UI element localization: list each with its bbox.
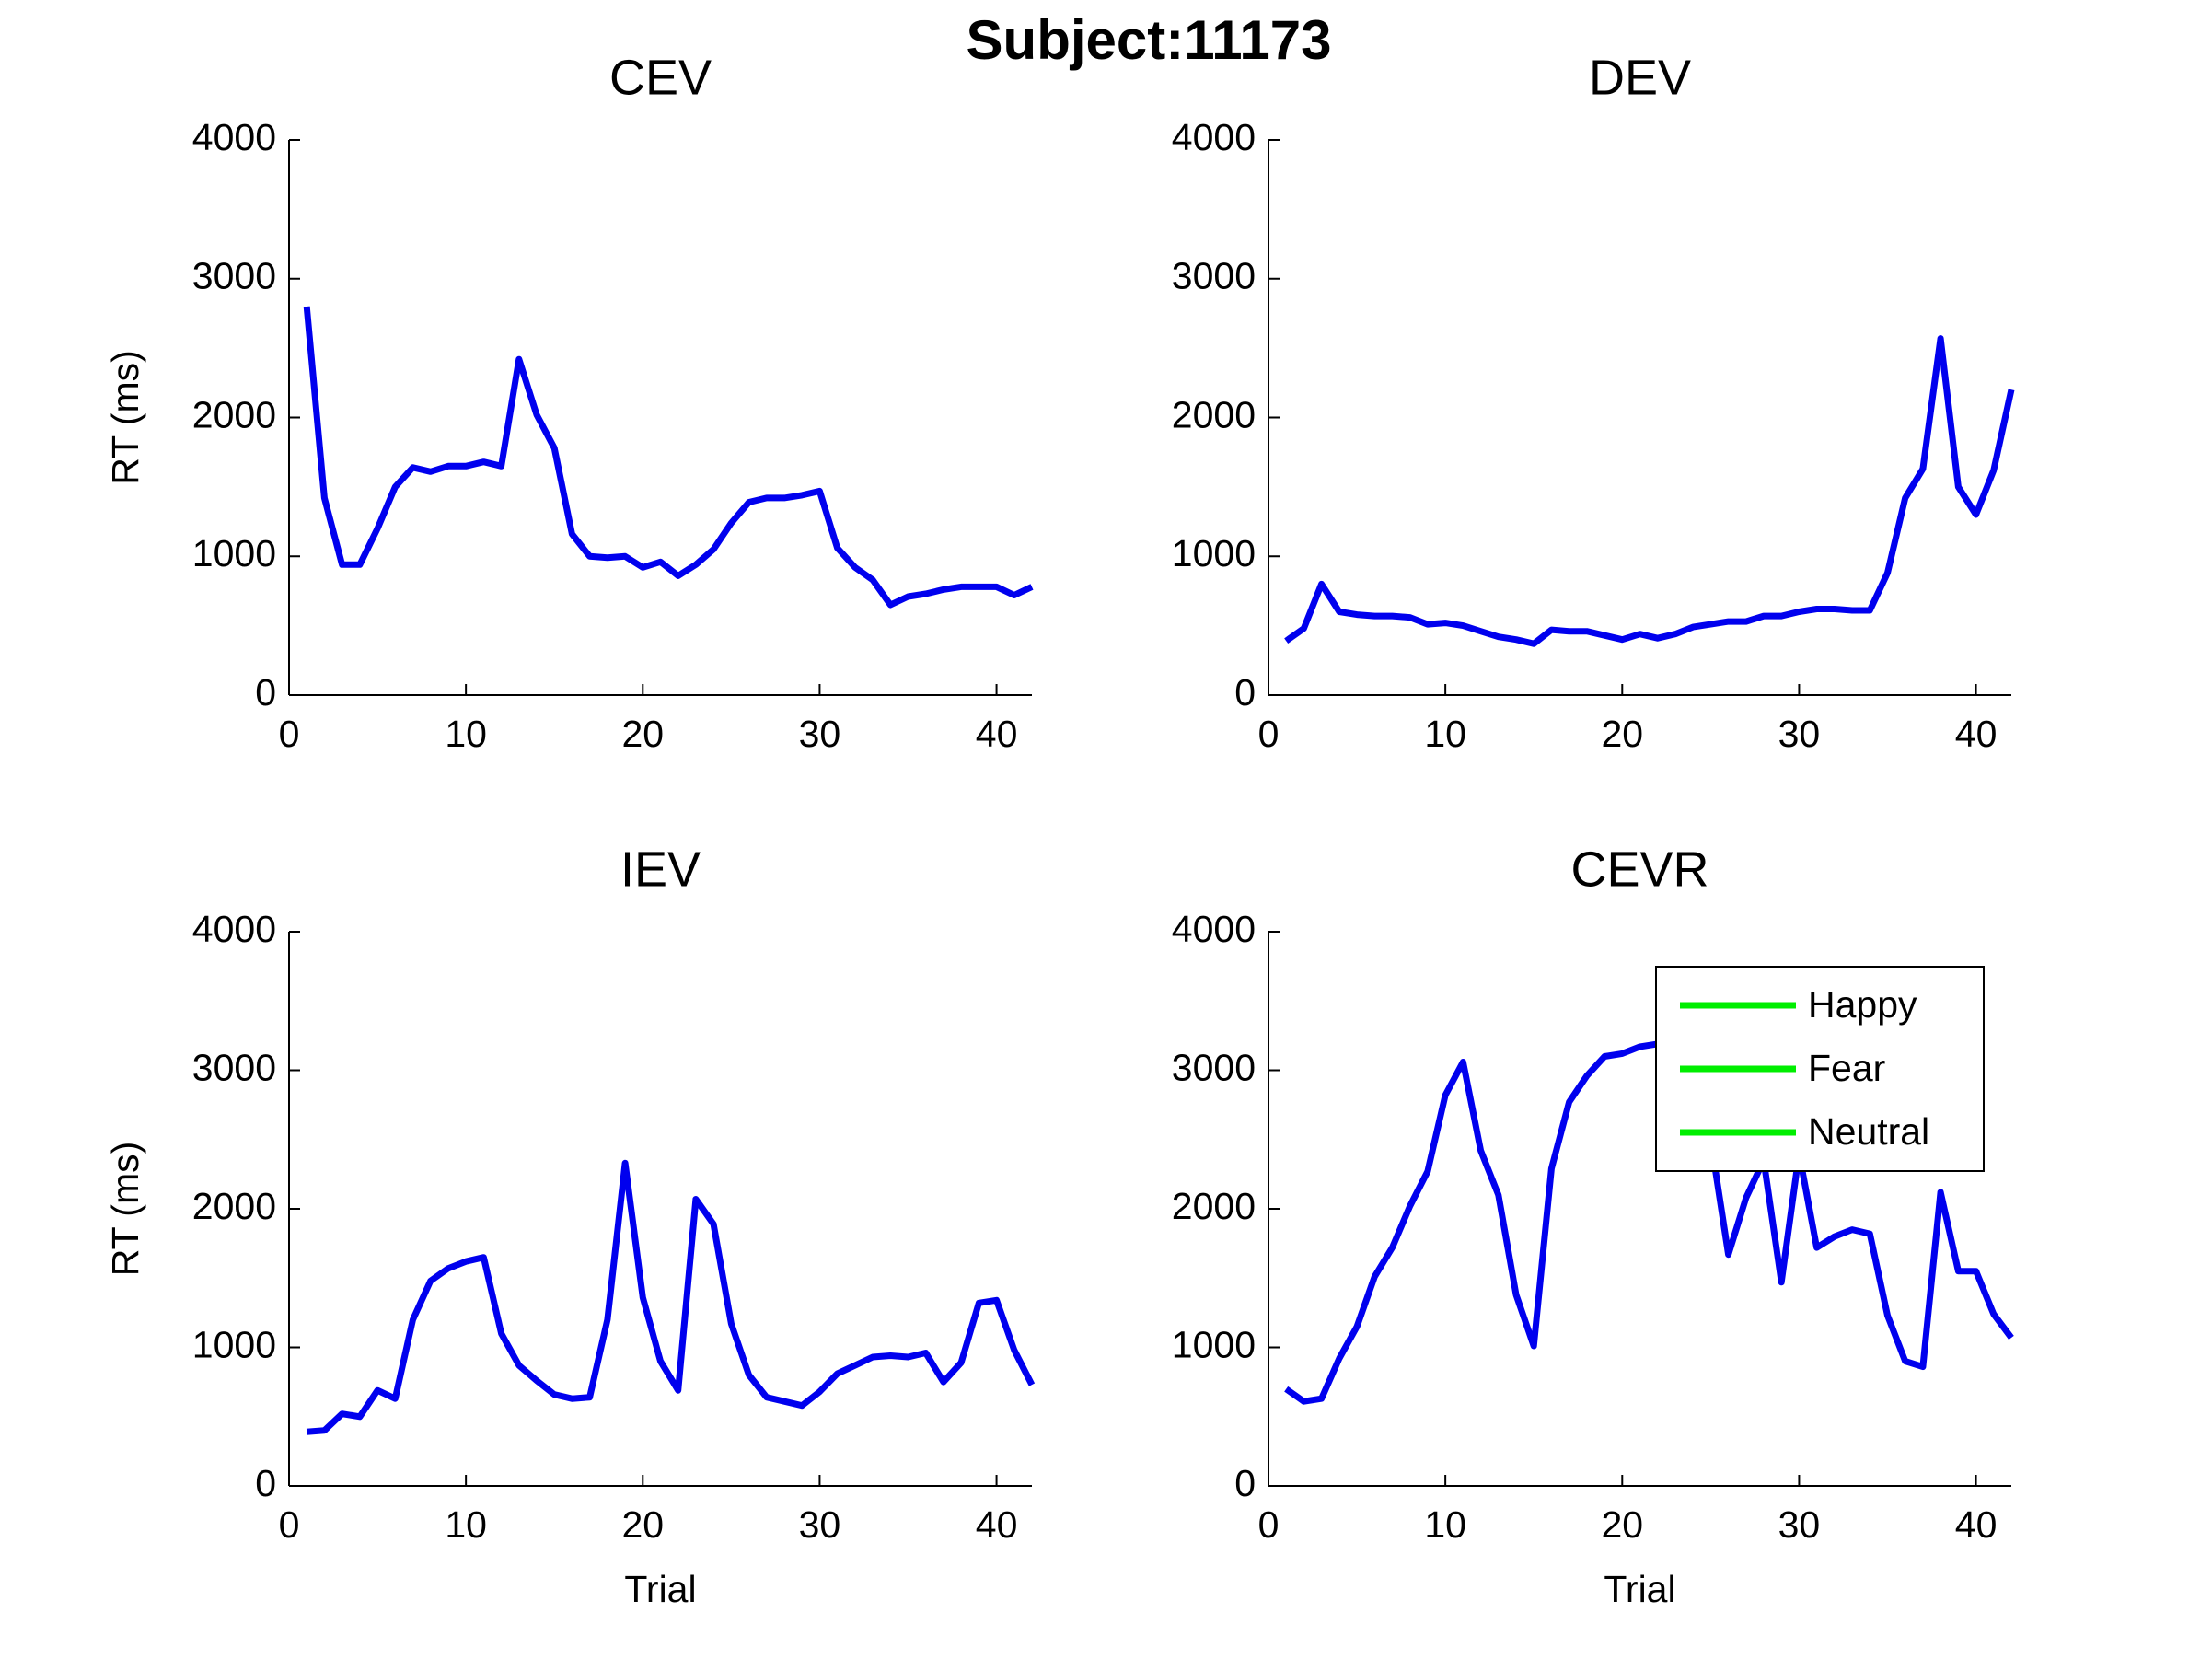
subplot: IEV 0 1000 2000 3000 4000 0 10 20 30 40 RT (ms) Tria… xyxy=(104,841,1036,1610)
y-tick-label: 0 xyxy=(255,671,276,713)
y-tick-label: 4000 xyxy=(1172,116,1256,158)
x-tick-label: 30 xyxy=(799,1503,841,1546)
x-axis-label: Trial xyxy=(624,1568,696,1610)
x-tick-label: 20 xyxy=(621,1503,664,1546)
x-tick-label: 0 xyxy=(1258,1503,1280,1546)
x-tick-label: 10 xyxy=(1424,1503,1466,1546)
legend-label: Happy xyxy=(1808,983,1917,1026)
x-tick-label: 40 xyxy=(1955,1503,1998,1546)
y-tick-label: 0 xyxy=(255,1462,276,1504)
y-tick-label: 2000 xyxy=(1172,1185,1256,1227)
subplot: DEV 0 1000 2000 3000 4000 0 10 20 30 40 xyxy=(1172,50,2015,755)
subplot-title: DEV xyxy=(1589,50,1691,105)
subplot-title: CEVR xyxy=(1570,841,1708,897)
subplot-title: IEV xyxy=(620,841,701,897)
y-tick-label: 3000 xyxy=(192,1046,276,1088)
x-tick-label: 0 xyxy=(279,713,300,755)
data-line xyxy=(1284,1038,2014,1405)
x-tick-label: 0 xyxy=(279,1503,300,1546)
subplot: CEVR 0 1000 2000 3000 4000 0 10 20 30 40 Trial Happy… xyxy=(1172,841,2014,1610)
x-tick-label: 10 xyxy=(445,1503,487,1546)
y-tick-label: 1000 xyxy=(192,532,276,574)
x-tick-label: 40 xyxy=(976,1503,1018,1546)
y-tick-label: 1000 xyxy=(1172,532,1256,574)
y-axis-label: RT (ms) xyxy=(104,1142,146,1277)
x-tick-label: 30 xyxy=(1778,713,1821,755)
legend-label: Neutral xyxy=(1808,1110,1929,1153)
x-axis-label: Trial xyxy=(1604,1568,1675,1610)
y-tick-label: 3000 xyxy=(1172,255,1256,297)
figure-title: Subject:11173 xyxy=(967,9,1332,71)
x-tick-label: 40 xyxy=(976,713,1018,755)
x-tick-label: 10 xyxy=(1424,713,1466,755)
y-tick-label: 2000 xyxy=(1172,393,1256,435)
y-tick-label: 1000 xyxy=(1172,1323,1256,1365)
x-tick-label: 20 xyxy=(1601,1503,1643,1546)
data-line xyxy=(306,1159,1036,1435)
y-tick-label: 4000 xyxy=(192,908,276,950)
x-tick-label: 0 xyxy=(1258,713,1280,755)
legend-label: Fear xyxy=(1808,1047,1885,1089)
y-tick-label: 1000 xyxy=(192,1323,276,1365)
y-tick-label: 3000 xyxy=(1172,1046,1256,1088)
x-tick-label: 40 xyxy=(1955,713,1998,755)
y-axis-label: RT (ms) xyxy=(104,350,146,485)
x-tick-label: 20 xyxy=(621,713,664,755)
y-tick-label: 2000 xyxy=(192,1185,276,1227)
y-tick-label: 0 xyxy=(1234,671,1256,713)
data-line xyxy=(1284,335,2015,647)
y-tick-label: 4000 xyxy=(1172,908,1256,950)
x-tick-label: 20 xyxy=(1601,713,1643,755)
legend: Happy Fear Neutral xyxy=(1655,966,1985,1172)
subplot: CEV 0 1000 2000 3000 4000 0 10 20 30 40 RT (ms) xyxy=(104,50,1034,755)
x-tick-label: 10 xyxy=(445,713,487,755)
x-tick-label: 30 xyxy=(1778,1503,1821,1546)
subplot-title: CEV xyxy=(609,50,712,105)
x-tick-label: 30 xyxy=(799,713,841,755)
y-tick-label: 2000 xyxy=(192,393,276,435)
y-tick-label: 3000 xyxy=(192,255,276,297)
y-tick-label: 4000 xyxy=(192,116,276,158)
data-line xyxy=(303,306,1034,609)
y-tick-label: 0 xyxy=(1234,1462,1256,1504)
